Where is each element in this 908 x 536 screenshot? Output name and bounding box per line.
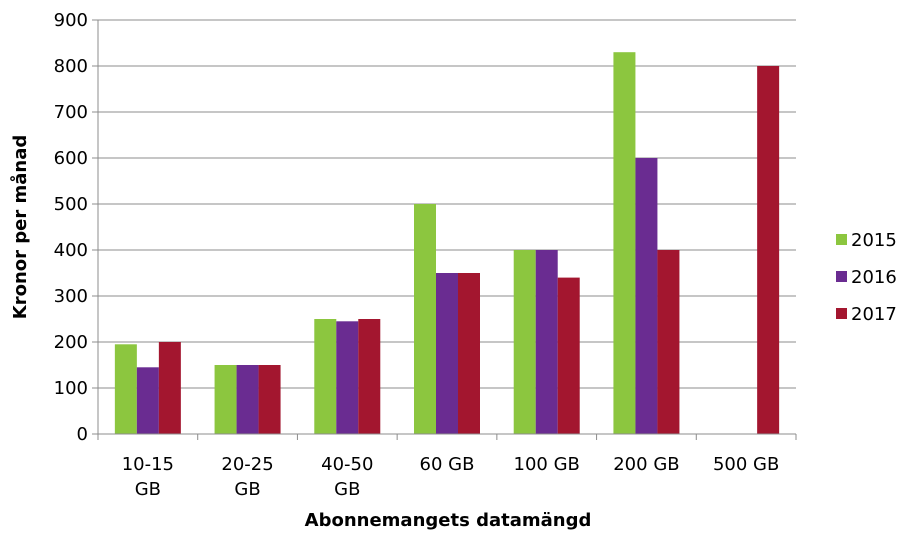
- bar-2016: [236, 365, 259, 434]
- gridlines: [98, 19, 796, 389]
- y-tick-label: 400: [54, 240, 88, 261]
- x-tick-label: GB: [135, 479, 161, 500]
- y-tick-label: 700: [54, 102, 88, 123]
- x-tick-label: 20-25: [221, 454, 273, 475]
- legend-swatch-2015: [836, 234, 847, 245]
- bar-2015: [613, 52, 636, 434]
- y-tick-label: 600: [54, 148, 88, 169]
- bar-2015: [513, 250, 536, 434]
- legend-label-2016: 2016: [851, 267, 897, 288]
- bar-2016: [436, 273, 458, 434]
- legend: 2015 2016 2017: [836, 230, 897, 325]
- axes: [92, 19, 797, 440]
- tick-labels: 0 100 200 300 400 500 600 700 800 900 10-15 GB 20-25…: [54, 10, 780, 500]
- bar-2016: [635, 158, 658, 434]
- x-tick-label: 10-15: [122, 454, 174, 475]
- bar-2017: [158, 342, 181, 434]
- x-tick-label: 100 GB: [514, 454, 580, 475]
- x-tick-label: 200 GB: [613, 454, 679, 475]
- bar-2015: [214, 365, 237, 434]
- bar-2017: [757, 66, 780, 434]
- y-tick-label: 200: [54, 332, 88, 353]
- x-tick-label: 500 GB: [713, 454, 779, 475]
- legend-swatch-2017: [836, 308, 847, 319]
- legend-swatch-2016: [836, 271, 847, 282]
- x-tick-label: GB: [234, 479, 260, 500]
- y-tick-label: 0: [77, 424, 88, 445]
- x-tick-label: 40-50: [321, 454, 373, 475]
- bar-2016: [336, 321, 359, 434]
- bar-2016: [136, 367, 159, 434]
- bar-2015: [314, 319, 337, 434]
- bar-2017: [458, 273, 480, 434]
- x-tick-label: GB: [334, 479, 360, 500]
- bar-2017: [557, 277, 580, 434]
- bar-2017: [258, 365, 281, 434]
- bar-2017: [657, 250, 680, 434]
- legend-label-2015: 2015: [851, 230, 897, 251]
- y-axis-title: Kronor per månad: [9, 135, 31, 320]
- bars: [114, 52, 780, 434]
- y-tick-label: 800: [54, 56, 88, 77]
- y-tick-label: 300: [54, 286, 88, 307]
- y-tick-label: 900: [54, 10, 88, 31]
- x-axis-title: Abonnemangets datamängd: [305, 510, 592, 531]
- bar-2016: [535, 250, 558, 434]
- bar-2015: [114, 344, 137, 434]
- x-tick-label: 60 GB: [420, 454, 475, 475]
- y-tick-label: 500: [54, 194, 88, 215]
- y-tick-label: 100: [54, 378, 88, 399]
- legend-label-2017: 2017: [851, 304, 897, 325]
- bar-2015: [414, 204, 436, 434]
- bar-2017: [358, 319, 381, 434]
